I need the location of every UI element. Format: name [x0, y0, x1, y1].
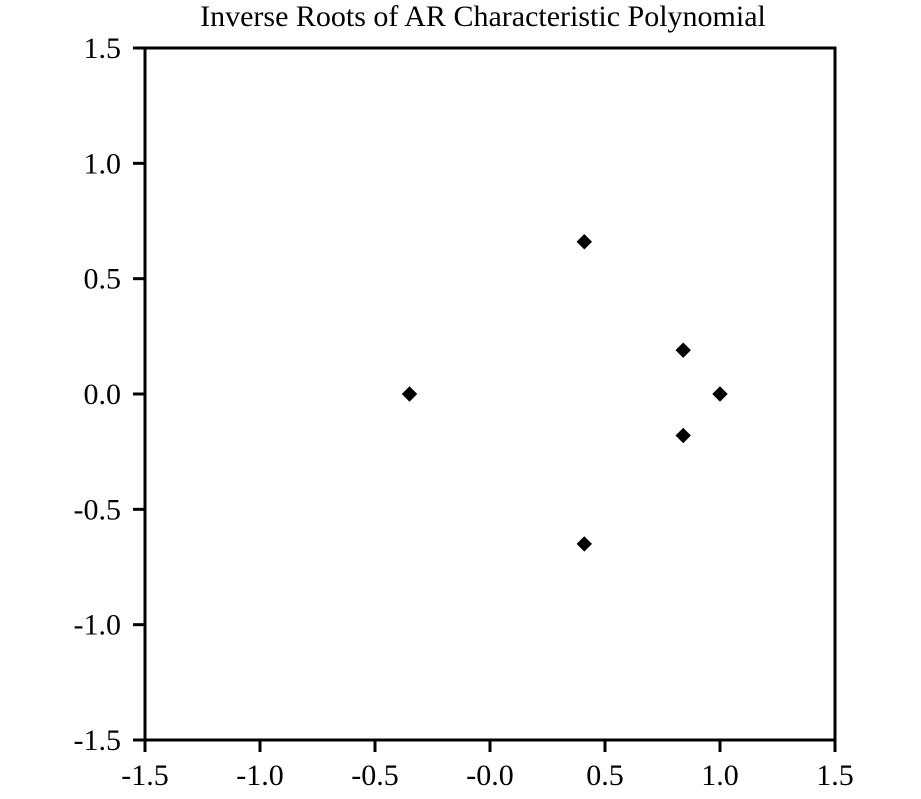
root-point — [576, 536, 593, 552]
y-tick-label: 1.0 — [84, 147, 122, 180]
x-tick-label: 0.5 — [586, 759, 624, 792]
root-point — [675, 342, 691, 358]
y-tick-label: -1.5 — [74, 724, 122, 757]
x-tick-label: -0.5 — [351, 759, 399, 792]
y-tick-label: 1.5 — [84, 32, 122, 65]
y-axis: 1.5 1.0 0.5 0.0 -0.5 -1.0 -1.5 — [74, 32, 145, 757]
data-points — [401, 234, 728, 552]
root-point — [712, 386, 728, 402]
y-tick-label: -1.0 — [74, 609, 122, 642]
chart-title: Inverse Roots of AR Characteristic Polyn… — [200, 0, 766, 33]
x-tick-label: 1.5 — [816, 759, 854, 792]
y-tick-label: 0.5 — [84, 263, 122, 296]
x-tick-label: -0.0 — [466, 759, 514, 792]
y-tick-label: 0.0 — [84, 378, 122, 411]
plot-frame — [143, 46, 837, 742]
root-point — [576, 234, 593, 250]
x-axis: -1.5 -1.0 -0.5 -0.0 0.5 1.0 1.5 — [121, 740, 854, 792]
x-tick-label: -1.0 — [236, 759, 284, 792]
y-tick-label: -0.5 — [74, 493, 122, 526]
x-tick-label: -1.5 — [121, 759, 169, 792]
root-point — [675, 427, 691, 444]
root-point — [401, 386, 418, 402]
x-tick-label: 1.0 — [701, 759, 739, 792]
